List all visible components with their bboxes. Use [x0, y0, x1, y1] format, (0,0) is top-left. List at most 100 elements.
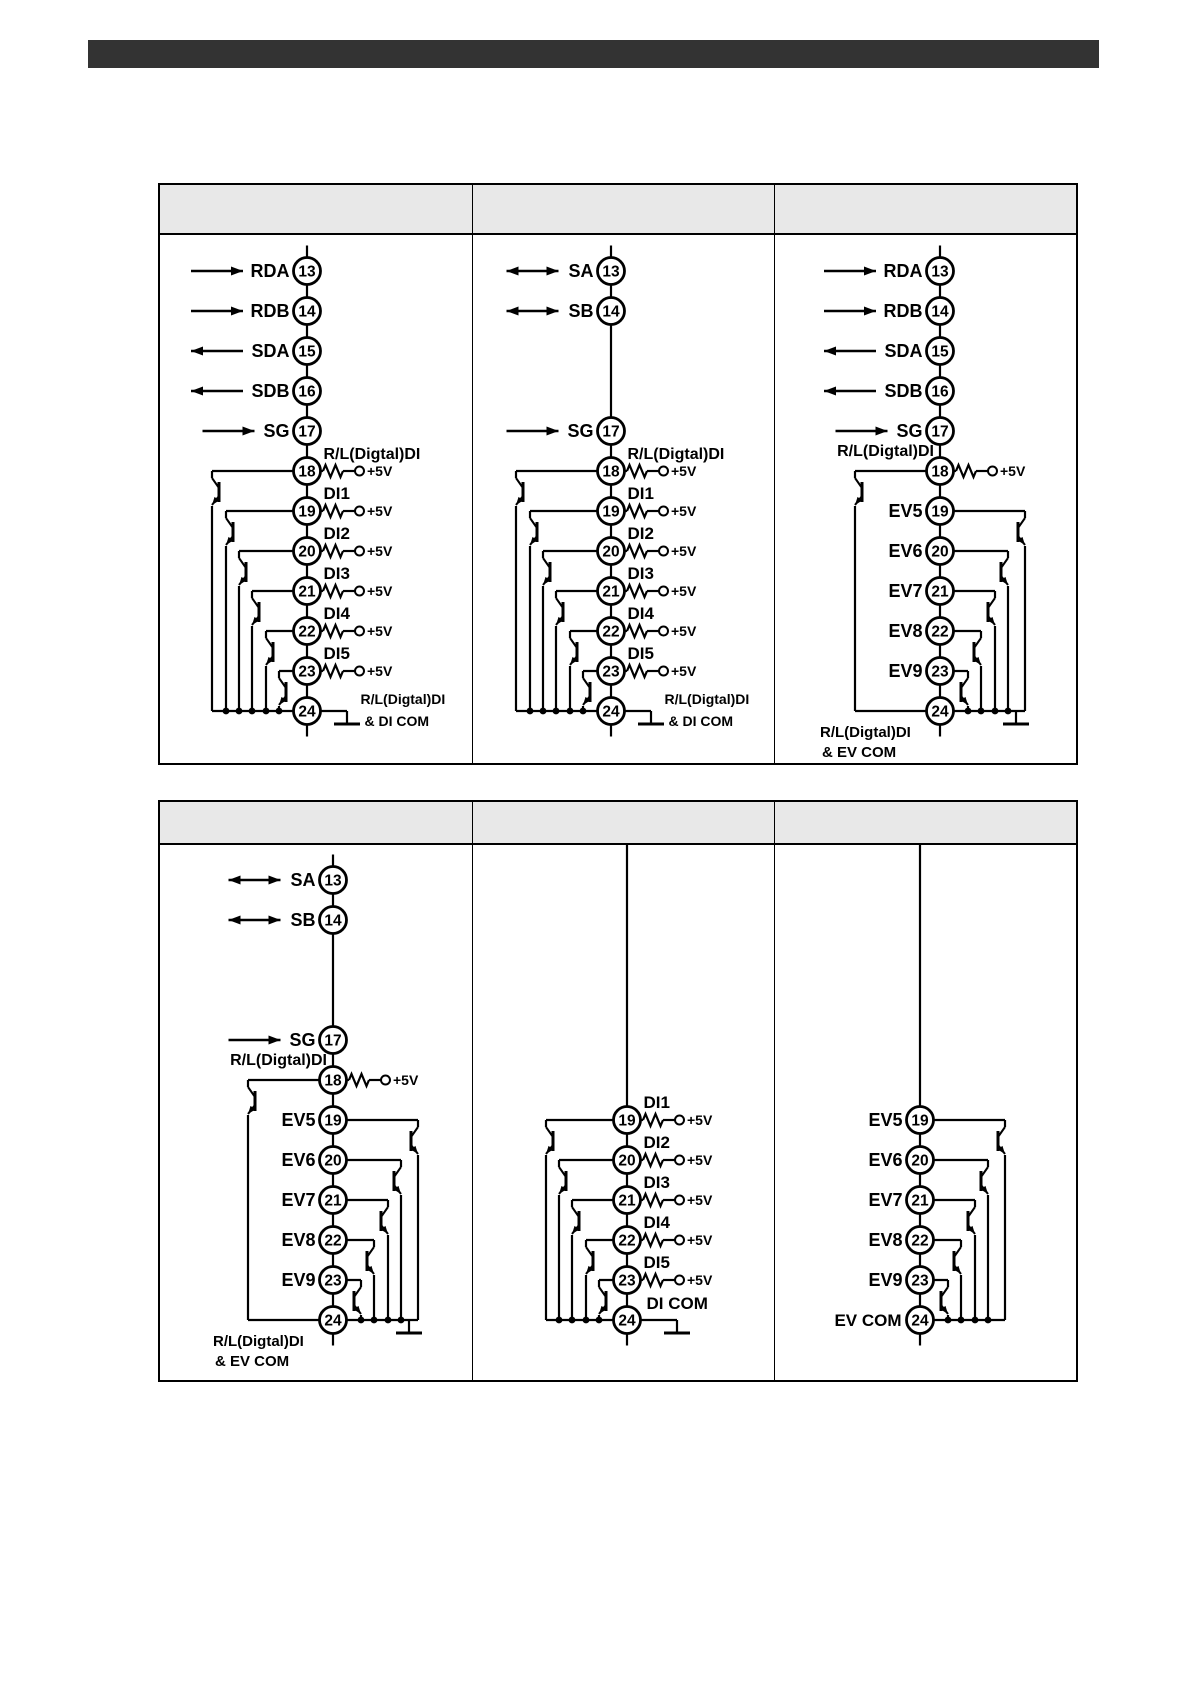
input-label: DI5: [628, 644, 654, 663]
pullup-5v: +5V: [611, 502, 697, 520]
terminal-21: EV7 21: [281, 1185, 390, 1320]
terminal-number: 23: [618, 1273, 636, 1290]
terminal-number: 22: [324, 1233, 341, 1250]
arrowhead: [228, 915, 241, 925]
terminal-number: 22: [298, 624, 315, 641]
pullup-5v: +5V: [627, 1151, 713, 1169]
terminal-circle: [612, 1225, 642, 1255]
pullup-terminal-circle: [658, 505, 669, 517]
signal-label: SA: [290, 870, 315, 890]
input-label: R/L(Digtal)DI: [324, 446, 421, 463]
pullup-voltage-label: +5V: [367, 503, 393, 519]
terminal-number: 20: [618, 1153, 635, 1170]
pullup-voltage-label: +5V: [687, 1192, 713, 1208]
terminal-21: +5V DI3 21: [250, 564, 393, 711]
transistor-icon: [278, 677, 288, 706]
arrowhead: [380, 1225, 388, 1234]
pullup-voltage-label: +5V: [367, 463, 393, 479]
junction-dot: [579, 707, 587, 715]
terminal-number: 13: [324, 873, 342, 890]
terminal-circle: [318, 1105, 348, 1135]
terminal-circle: [292, 536, 322, 566]
terminal-circle: [318, 1185, 348, 1215]
terminal-circle: [925, 256, 955, 286]
terminal-number: 18: [602, 464, 620, 481]
arrow-right-icon: [835, 426, 888, 436]
pullup-5v: +5V: [307, 542, 393, 560]
transistor-icon: [972, 637, 982, 666]
resistor-icon: [625, 622, 649, 640]
signal-label: SG: [263, 421, 289, 441]
pullup-voltage-label: +5V: [671, 623, 697, 639]
resistor-icon: [321, 542, 345, 560]
arrowhead: [864, 266, 876, 276]
output-label: EV5: [888, 501, 922, 521]
terminal-24: R/L(Digtal)DI & EV COM 24: [820, 696, 1029, 761]
resistor-icon: [625, 582, 649, 600]
terminal-number: 14: [324, 913, 342, 930]
pullup-terminal-circle: [987, 465, 998, 477]
transistor-icon: [225, 517, 235, 546]
terminal-circle: [292, 336, 322, 366]
pullup-5v: +5V: [611, 662, 697, 680]
table-header-cell: [160, 802, 472, 843]
arrowhead: [572, 1225, 580, 1234]
transistor-icon: [959, 677, 969, 706]
terminal-20: +5V DI2 20: [557, 1133, 713, 1320]
terminal-23: EV9 23: [868, 1265, 950, 1320]
terminal-15: SDA 15: [824, 336, 955, 366]
signal-label: SDA: [884, 341, 922, 361]
terminal-number: 21: [602, 584, 620, 601]
signal-label: RDB: [251, 301, 290, 321]
junction-dot: [555, 1316, 563, 1324]
resistor-icon: [641, 1111, 665, 1129]
terminal-number: 24: [931, 704, 949, 721]
junction-dot: [262, 707, 270, 715]
junction-dot: [582, 1316, 590, 1324]
resistor-icon: [321, 502, 345, 520]
pullup-terminal-circle: [658, 665, 669, 677]
pullup-terminal-circle: [658, 625, 669, 637]
input-label: DI5: [644, 1253, 670, 1272]
signal-label: SG: [567, 421, 593, 441]
arrow-left-icon: [191, 346, 243, 356]
common-label: R/L(Digtal)DI: [213, 1333, 304, 1350]
terminal-number: 16: [298, 384, 316, 401]
table-cell: +5V DI1 19 +5V DI2 20 +5V DI3 21 +5V DI4 22 +5V DI5 23…: [472, 845, 775, 1380]
common-label: & EV COM: [822, 744, 896, 761]
terminal-number: 23: [602, 664, 620, 681]
terminal-23: +5V DI5 23: [597, 1253, 713, 1320]
pullup-terminal-circle: [658, 465, 669, 477]
terminal-circle: [612, 1145, 642, 1175]
terminal-circle: [925, 536, 955, 566]
terminal-number: 14: [602, 304, 620, 321]
pullup-terminal-circle: [354, 625, 365, 637]
terminal-circle: [318, 1025, 348, 1055]
signal-label: SDB: [251, 381, 289, 401]
arrowhead: [506, 306, 519, 316]
terminal-number: 19: [618, 1113, 636, 1130]
terminal-20: EV6 20: [281, 1145, 403, 1320]
terminal-number: 17: [931, 424, 948, 441]
bidirectional-arrow-icon: [228, 875, 281, 885]
terminal-circle: [925, 616, 955, 646]
terminal-circle: [925, 496, 955, 526]
terminal-number: 23: [298, 664, 316, 681]
terminal-number: 18: [931, 464, 949, 481]
terminal-circle: [596, 256, 626, 286]
terminal-number: 14: [298, 304, 316, 321]
arrowhead: [824, 346, 836, 356]
pullup-voltage-label: +5V: [687, 1112, 713, 1128]
terminal-22: +5V DI4 22: [568, 604, 697, 711]
terminal-18: +5V R/L(Digtal)DI 18: [837, 443, 1026, 711]
output-label: EV9: [888, 661, 922, 681]
transistor-icon: [392, 1166, 402, 1195]
arrowhead: [242, 426, 255, 436]
transistor-icon: [211, 477, 221, 506]
pullup-terminal-circle: [354, 665, 365, 677]
pullup-5v: +5V: [611, 462, 697, 480]
arrowhead: [239, 576, 247, 585]
pullup-voltage-label: +5V: [367, 623, 393, 639]
